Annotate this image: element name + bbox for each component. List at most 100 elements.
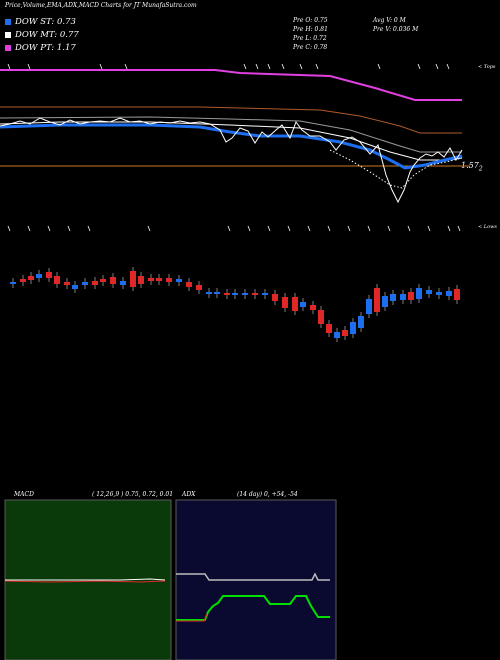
adx-label: ADX	[182, 491, 196, 498]
low-tick-11	[327, 225, 331, 232]
candle-body-46	[426, 290, 432, 294]
candle-body-27	[262, 293, 268, 295]
candle-body-38	[358, 316, 364, 328]
legend-label-st: DOW ST: 0.73	[15, 17, 76, 27]
candle-body-42	[390, 294, 396, 301]
tops-tag: < Tops	[478, 64, 496, 70]
legend-swatch-st	[5, 19, 11, 25]
candle-body-40	[374, 288, 380, 312]
candle-body-2	[28, 276, 34, 280]
low-tick-17	[447, 225, 451, 232]
candle-body-26	[252, 293, 258, 295]
price-high: Pre H: 0.81	[293, 26, 328, 33]
top-tick-6	[267, 63, 271, 70]
candle-body-29	[282, 297, 288, 308]
price-level-sub: 2	[478, 165, 483, 173]
legend-swatch-mt	[5, 32, 11, 38]
low-tick-1	[27, 225, 31, 232]
candle-body-11	[110, 277, 116, 284]
candle-body-25	[242, 293, 248, 295]
low-tick-2	[47, 225, 51, 232]
candle-body-14	[138, 276, 144, 284]
low-tick-5	[147, 225, 151, 232]
pre-volume: Pre V: 0.036 M	[373, 26, 419, 33]
candle-body-22	[214, 292, 220, 294]
candle-body-16	[156, 278, 162, 281]
macd-label: MACD	[14, 491, 34, 498]
top-tick-10	[377, 63, 381, 70]
candle-body-45	[416, 288, 422, 299]
legend-label-mt: DOW MT: 0.77	[15, 30, 79, 40]
candle-body-6	[64, 282, 70, 285]
candle-body-37	[350, 322, 356, 334]
candle-body-32	[310, 305, 316, 310]
legend-swatch-pt	[5, 45, 11, 51]
price-open: Pre O: 0.75	[293, 17, 328, 24]
low-tick-18	[457, 225, 461, 232]
top-tick-7	[281, 63, 285, 70]
ema-pt-line	[0, 69, 462, 101]
candle-body-7	[72, 285, 78, 289]
candle-body-17	[166, 278, 172, 282]
adx-line	[176, 572, 330, 581]
candle-body-20	[196, 285, 202, 290]
low-tick-8	[267, 225, 271, 232]
low-tick-12	[347, 225, 351, 232]
candle-body-28	[272, 294, 278, 301]
low-tick-0	[7, 225, 11, 232]
adx-minus-di-line	[176, 613, 208, 622]
ema-st-line	[0, 123, 463, 170]
legend-dow-pt: DOW PT: 1.17	[5, 43, 76, 53]
candle-body-12	[120, 281, 126, 285]
low-tick-7	[247, 225, 251, 232]
low-tick-10	[307, 225, 311, 232]
candle-body-1	[20, 279, 26, 282]
top-tick-4	[243, 63, 247, 70]
top-tick-8	[299, 63, 303, 70]
candle-body-18	[176, 279, 182, 282]
candle-body-4	[46, 272, 52, 278]
candle-body-43	[400, 294, 406, 300]
top-tick-12	[435, 63, 439, 70]
candle-body-0	[10, 282, 16, 284]
legend-dow-mt: DOW MT: 0.77	[5, 30, 79, 40]
candle-body-30	[292, 297, 298, 311]
candle-body-23	[224, 293, 230, 295]
adx-plus-di-line	[176, 595, 330, 621]
low-tick-3	[67, 225, 71, 232]
top-tick-11	[417, 63, 421, 70]
top-tick-5	[255, 63, 259, 70]
candle-body-34	[326, 324, 332, 333]
top-tick-3	[124, 63, 128, 70]
low-tick-9	[287, 225, 291, 232]
low-tick-15	[407, 225, 411, 232]
ema-envelope-line	[0, 116, 462, 153]
macd-params: ( 12,26,9 ) 0.75, 0.72, 0.01	[92, 491, 174, 498]
low-tick-16	[427, 225, 431, 232]
low-tick-14	[387, 225, 391, 232]
low-tick-13	[367, 225, 371, 232]
macd-signal-line	[4, 580, 166, 583]
candle-body-41	[382, 296, 388, 307]
lows-tag: < Lows	[478, 224, 497, 230]
candle-body-21	[206, 292, 212, 294]
candle-body-24	[232, 293, 238, 295]
candle-body-13	[130, 271, 136, 287]
ema-mt-line	[0, 121, 463, 161]
candle-body-19	[186, 282, 192, 287]
trend-dotted-line	[329, 149, 463, 189]
price-close: Pre C: 0.78	[293, 44, 328, 51]
candle-body-49	[454, 289, 460, 300]
candle-body-10	[100, 279, 106, 282]
candle-body-35	[334, 332, 340, 338]
candle-body-48	[446, 291, 452, 296]
ema-longest-line	[0, 106, 462, 134]
chart-title: Price,Volume,EMA,ADX,MACD Charts for JT …	[5, 2, 197, 9]
top-tick-13	[446, 63, 450, 70]
adx-params: (14 day) 0, +54, -54	[237, 491, 298, 498]
candle-body-31	[300, 302, 306, 307]
top-tick-0	[7, 63, 11, 70]
low-tick-4	[87, 225, 91, 232]
candle-body-33	[318, 310, 324, 324]
